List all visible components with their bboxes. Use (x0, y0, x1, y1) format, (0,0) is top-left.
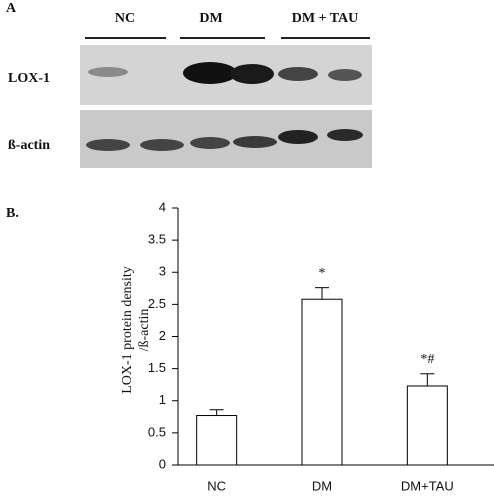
panel-label: A (6, 1, 17, 16)
group-label: NC (115, 11, 135, 26)
y-tick-label: 3.5 (148, 232, 166, 247)
blot-actin (80, 110, 372, 168)
y-tick-label: 3 (159, 264, 166, 279)
row-label: ß-actin (8, 138, 50, 153)
bar (196, 415, 238, 466)
x-tick-label: DM (312, 478, 332, 493)
y-tick-label: 1.5 (148, 360, 166, 375)
x-tick-label: NC (207, 478, 226, 493)
y-tick-label: 4 (159, 199, 166, 214)
y-axis-label: LOX-1 protein density (120, 266, 135, 394)
y-tick-label: 1 (159, 392, 166, 407)
bar (301, 298, 343, 466)
bar (406, 385, 448, 466)
group-label: DM (199, 11, 222, 26)
annotation: * (319, 266, 326, 281)
y-axis-label: /ß-actin (137, 309, 152, 352)
bands (86, 62, 363, 151)
y-tick-label: 2.5 (148, 296, 166, 311)
x-tick-label: DM+TAU (401, 478, 454, 493)
panel-label: B. (6, 206, 19, 221)
y-tick-label: 0.5 (148, 424, 166, 439)
row-label: LOX-1 (8, 71, 50, 86)
group-label: DM + TAU (292, 11, 359, 26)
y-tick-label: 0 (159, 456, 166, 471)
annotation: *# (420, 352, 434, 367)
y-tick-label: 2 (159, 328, 166, 343)
